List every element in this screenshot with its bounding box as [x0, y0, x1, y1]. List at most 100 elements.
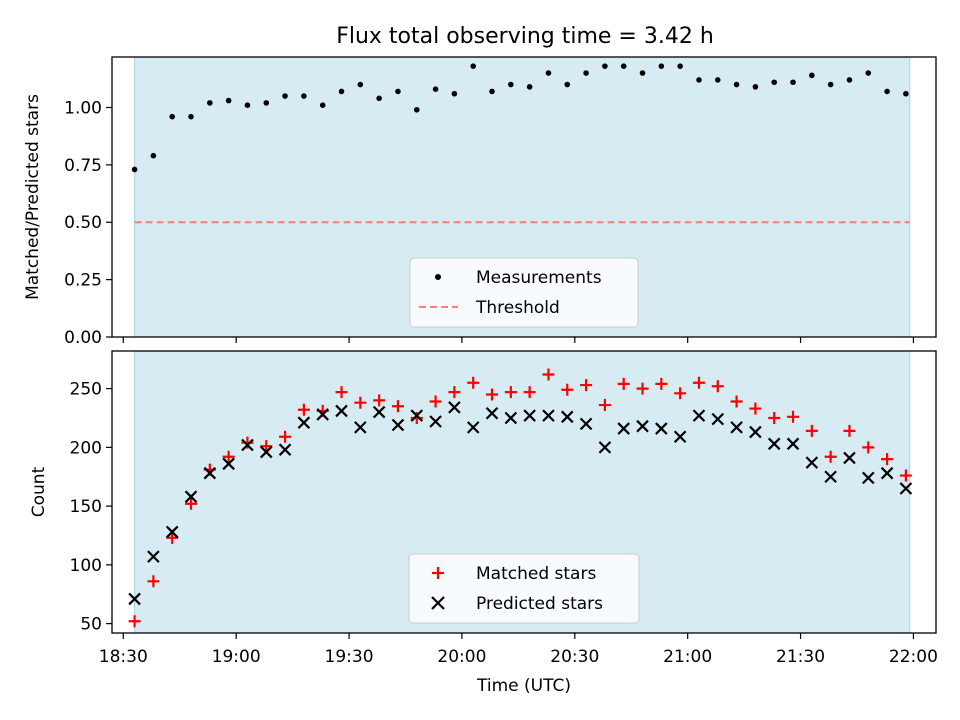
measurement-point — [338, 88, 345, 95]
measurement-point — [188, 113, 194, 120]
predicted-star-point — [335, 404, 348, 418]
x-tick-label: 20:30 — [550, 647, 599, 667]
measurement-point — [263, 100, 270, 106]
measurement-point — [602, 63, 608, 69]
y-tick-label: 0.25 — [64, 271, 102, 291]
measurement-point — [903, 90, 909, 97]
predicted-star-point — [861, 471, 875, 485]
measurements-points-layer — [131, 63, 909, 173]
matched-star-point — [486, 388, 499, 401]
legend-matched-marker — [432, 567, 444, 579]
matched-star-point — [354, 396, 367, 409]
matched-star-point — [128, 615, 141, 628]
measurement-point — [489, 88, 495, 95]
measurement-point — [395, 88, 401, 95]
measurement-point — [244, 102, 251, 108]
measurement-point — [131, 166, 138, 173]
matched-star-point — [429, 395, 442, 408]
predicted-star-point — [429, 415, 442, 428]
matched-star-point — [843, 424, 856, 437]
bottom-panel: 50 100 150 200 250 18:30 19:00 19:30 20:00 20:30… — [29, 350, 938, 696]
measurement-point — [451, 90, 458, 97]
matched-star-point — [410, 411, 423, 424]
predicted-star-point — [410, 409, 424, 422]
legend-measurements-marker — [435, 274, 441, 280]
bottom-legend: Matched stars Predicted stars — [408, 553, 640, 624]
legend-predicted-label: Predicted stars — [476, 594, 603, 614]
matched-stars-points-layer — [128, 368, 912, 628]
matched-star-point — [335, 386, 348, 399]
measurement-point — [470, 63, 477, 69]
measurement-point — [564, 81, 571, 88]
legend-matched-label: Matched stars — [476, 564, 596, 584]
bottom-y-axis-label: Count — [29, 466, 49, 517]
measurement-point — [620, 63, 627, 69]
top-y-ticks: 0.00 0.25 0.50 0.75 1.00 — [64, 98, 112, 348]
measurement-point — [790, 79, 796, 86]
x-tick-label: 19:30 — [325, 647, 374, 667]
predicted-star-point — [673, 430, 687, 444]
top-y-axis-label: Matched/Predicted stars — [23, 94, 43, 300]
measurement-point — [508, 81, 514, 88]
measurement-point — [696, 77, 702, 83]
measurement-point — [771, 79, 778, 86]
predicted-star-point — [880, 466, 894, 480]
measurement-point — [413, 106, 420, 113]
measurement-point — [639, 70, 646, 76]
y-tick-label: 200 — [70, 438, 102, 458]
legend-measurements-label: Measurements — [476, 268, 602, 288]
matched-star-point — [674, 387, 687, 400]
predicted-star-point — [692, 409, 706, 422]
measurement-point — [432, 86, 439, 92]
x-axis-label: Time (UTC) — [476, 676, 571, 696]
top-legend-box — [409, 257, 639, 328]
predicted-star-point — [617, 422, 630, 435]
top-legend: Measurements Threshold — [409, 257, 639, 328]
predicted-star-point — [504, 411, 518, 425]
bottom-x-ticks: 18:30 19:00 19:30 20:00 20:30 21:00 21:30 22:00 — [99, 633, 938, 667]
measurement-point — [169, 113, 176, 120]
measurement-point — [827, 81, 834, 88]
measurement-point — [319, 102, 326, 108]
measurement-point — [225, 97, 232, 104]
predicted-star-point — [297, 416, 311, 429]
predicted-star-point — [636, 419, 649, 433]
matched-star-point — [862, 441, 875, 454]
matched-star-point — [448, 386, 461, 399]
matched-star-point — [899, 469, 912, 482]
legend-predicted-marker — [431, 596, 445, 610]
predicted-star-point — [786, 437, 800, 451]
matched-star-point — [542, 368, 555, 381]
predicted-star-point — [128, 592, 141, 606]
measurement-point — [658, 63, 665, 69]
matched-star-point — [617, 377, 630, 390]
predicted-star-point — [824, 470, 837, 484]
measurement-point — [714, 77, 721, 83]
matched-star-point — [711, 380, 724, 393]
y-tick-label: 0.00 — [64, 328, 102, 348]
x-tick-label: 19:00 — [212, 647, 261, 667]
matched-star-point — [297, 403, 310, 416]
matched-star-point — [824, 450, 837, 463]
predicted-star-point — [259, 445, 273, 459]
predicted-star-point — [222, 457, 235, 471]
predicted-star-point — [711, 412, 725, 426]
matched-star-point — [241, 436, 254, 449]
measurement-point — [376, 95, 382, 102]
measurement-point — [884, 88, 890, 95]
x-tick-label: 20:00 — [437, 647, 486, 667]
predicted-star-point — [203, 466, 217, 480]
predicted-stars-points-layer — [128, 401, 913, 606]
measurement-point — [357, 81, 364, 88]
x-tick-label: 21:00 — [663, 647, 712, 667]
predicted-star-point — [805, 456, 819, 469]
matched-star-point — [504, 386, 517, 399]
matched-star-point — [692, 376, 705, 389]
matched-star-point — [373, 394, 386, 407]
y-tick-label: 1.00 — [64, 98, 102, 118]
matched-star-point — [805, 424, 818, 437]
top-panel: 0.00 0.25 0.50 0.75 1.00 Matched/Predicted s… — [23, 56, 937, 348]
y-tick-label: 50 — [80, 615, 102, 635]
matched-star-point — [467, 376, 480, 389]
predicted-star-point — [372, 405, 386, 419]
